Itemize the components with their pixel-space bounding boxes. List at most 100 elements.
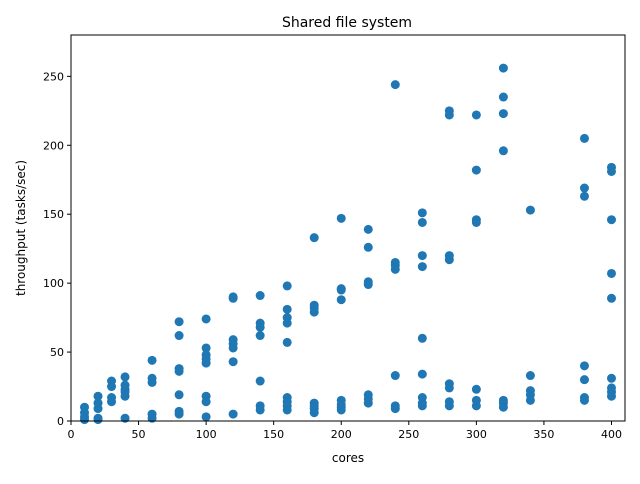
data-point bbox=[147, 377, 157, 387]
data-point bbox=[390, 404, 400, 414]
data-point bbox=[228, 357, 238, 367]
data-point bbox=[606, 166, 616, 176]
data-point bbox=[417, 401, 427, 411]
data-point bbox=[525, 371, 535, 381]
y-tick-label: 200 bbox=[43, 139, 64, 152]
x-tick-label: 200 bbox=[331, 428, 352, 441]
data-point bbox=[417, 208, 427, 218]
plot-area bbox=[71, 35, 625, 421]
data-point bbox=[417, 217, 427, 227]
data-point bbox=[606, 373, 616, 383]
data-point bbox=[363, 398, 373, 408]
data-point bbox=[390, 371, 400, 381]
data-point bbox=[93, 404, 103, 414]
data-point bbox=[498, 109, 508, 119]
y-tick-label: 100 bbox=[43, 277, 64, 290]
data-point bbox=[498, 63, 508, 73]
data-point bbox=[282, 304, 292, 314]
data-point bbox=[471, 165, 481, 175]
data-point bbox=[390, 264, 400, 274]
data-point bbox=[309, 307, 319, 317]
data-point bbox=[336, 213, 346, 223]
data-point bbox=[255, 376, 265, 386]
data-point bbox=[255, 405, 265, 415]
data-point bbox=[228, 409, 238, 419]
data-point bbox=[255, 291, 265, 301]
y-axis-ticks: 0 50 100 150 200 250 bbox=[43, 70, 71, 428]
data-point bbox=[120, 372, 130, 382]
data-point bbox=[579, 133, 589, 143]
y-tick-label: 250 bbox=[43, 70, 64, 83]
data-point bbox=[107, 397, 117, 407]
x-tick-label: 100 bbox=[196, 428, 217, 441]
chart-title: Shared file system bbox=[282, 15, 412, 31]
data-point bbox=[282, 405, 292, 415]
x-axis-label: cores bbox=[332, 451, 364, 465]
data-point bbox=[417, 262, 427, 272]
data-point bbox=[471, 401, 481, 411]
x-axis-ticks: 0 50 100 150 200 250 300 350 400 bbox=[68, 421, 622, 441]
x-tick-label: 400 bbox=[601, 428, 622, 441]
data-point bbox=[282, 318, 292, 328]
x-tick-label: 300 bbox=[466, 428, 487, 441]
data-point bbox=[255, 331, 265, 341]
data-point bbox=[606, 215, 616, 225]
y-tick-label: 150 bbox=[43, 208, 64, 221]
data-point bbox=[336, 295, 346, 305]
data-point bbox=[579, 191, 589, 201]
plot-frame bbox=[70, 34, 626, 422]
data-point bbox=[201, 412, 211, 422]
data-point bbox=[107, 382, 117, 392]
data-points bbox=[80, 63, 616, 425]
data-point bbox=[80, 415, 90, 425]
data-point bbox=[444, 110, 454, 120]
data-point bbox=[309, 233, 319, 243]
data-point bbox=[147, 413, 157, 423]
data-point bbox=[174, 331, 184, 341]
data-point bbox=[201, 343, 211, 353]
data-point bbox=[471, 110, 481, 120]
data-point bbox=[120, 391, 130, 401]
data-point bbox=[579, 375, 589, 385]
data-point bbox=[93, 415, 103, 425]
data-point bbox=[120, 413, 130, 423]
y-tick-label: 50 bbox=[50, 346, 64, 359]
data-point bbox=[363, 224, 373, 234]
data-point bbox=[363, 280, 373, 290]
x-tick-label: 0 bbox=[68, 428, 75, 441]
data-point bbox=[606, 391, 616, 401]
data-point bbox=[282, 337, 292, 347]
data-point bbox=[444, 401, 454, 411]
data-point bbox=[498, 92, 508, 102]
x-tick-label: 350 bbox=[533, 428, 554, 441]
data-point bbox=[174, 366, 184, 376]
data-point bbox=[147, 355, 157, 365]
data-point bbox=[579, 395, 589, 405]
y-axis-label: throughput (tasks/sec) bbox=[14, 160, 28, 296]
data-point bbox=[282, 281, 292, 291]
data-point bbox=[606, 293, 616, 303]
data-point bbox=[417, 333, 427, 343]
data-point bbox=[201, 358, 211, 368]
data-point bbox=[201, 397, 211, 407]
data-point bbox=[417, 251, 427, 261]
data-point bbox=[444, 255, 454, 265]
data-point bbox=[417, 369, 427, 379]
data-point bbox=[444, 383, 454, 393]
data-point bbox=[363, 242, 373, 252]
data-point bbox=[336, 285, 346, 295]
data-point bbox=[525, 395, 535, 405]
x-tick-label: 50 bbox=[132, 428, 146, 441]
data-point bbox=[390, 80, 400, 90]
data-point bbox=[201, 314, 211, 324]
data-point bbox=[174, 317, 184, 327]
data-point bbox=[174, 409, 184, 419]
data-point bbox=[579, 361, 589, 371]
data-point bbox=[336, 405, 346, 415]
data-point bbox=[525, 205, 535, 215]
data-point bbox=[606, 268, 616, 278]
data-point bbox=[228, 293, 238, 303]
data-point bbox=[471, 384, 481, 394]
